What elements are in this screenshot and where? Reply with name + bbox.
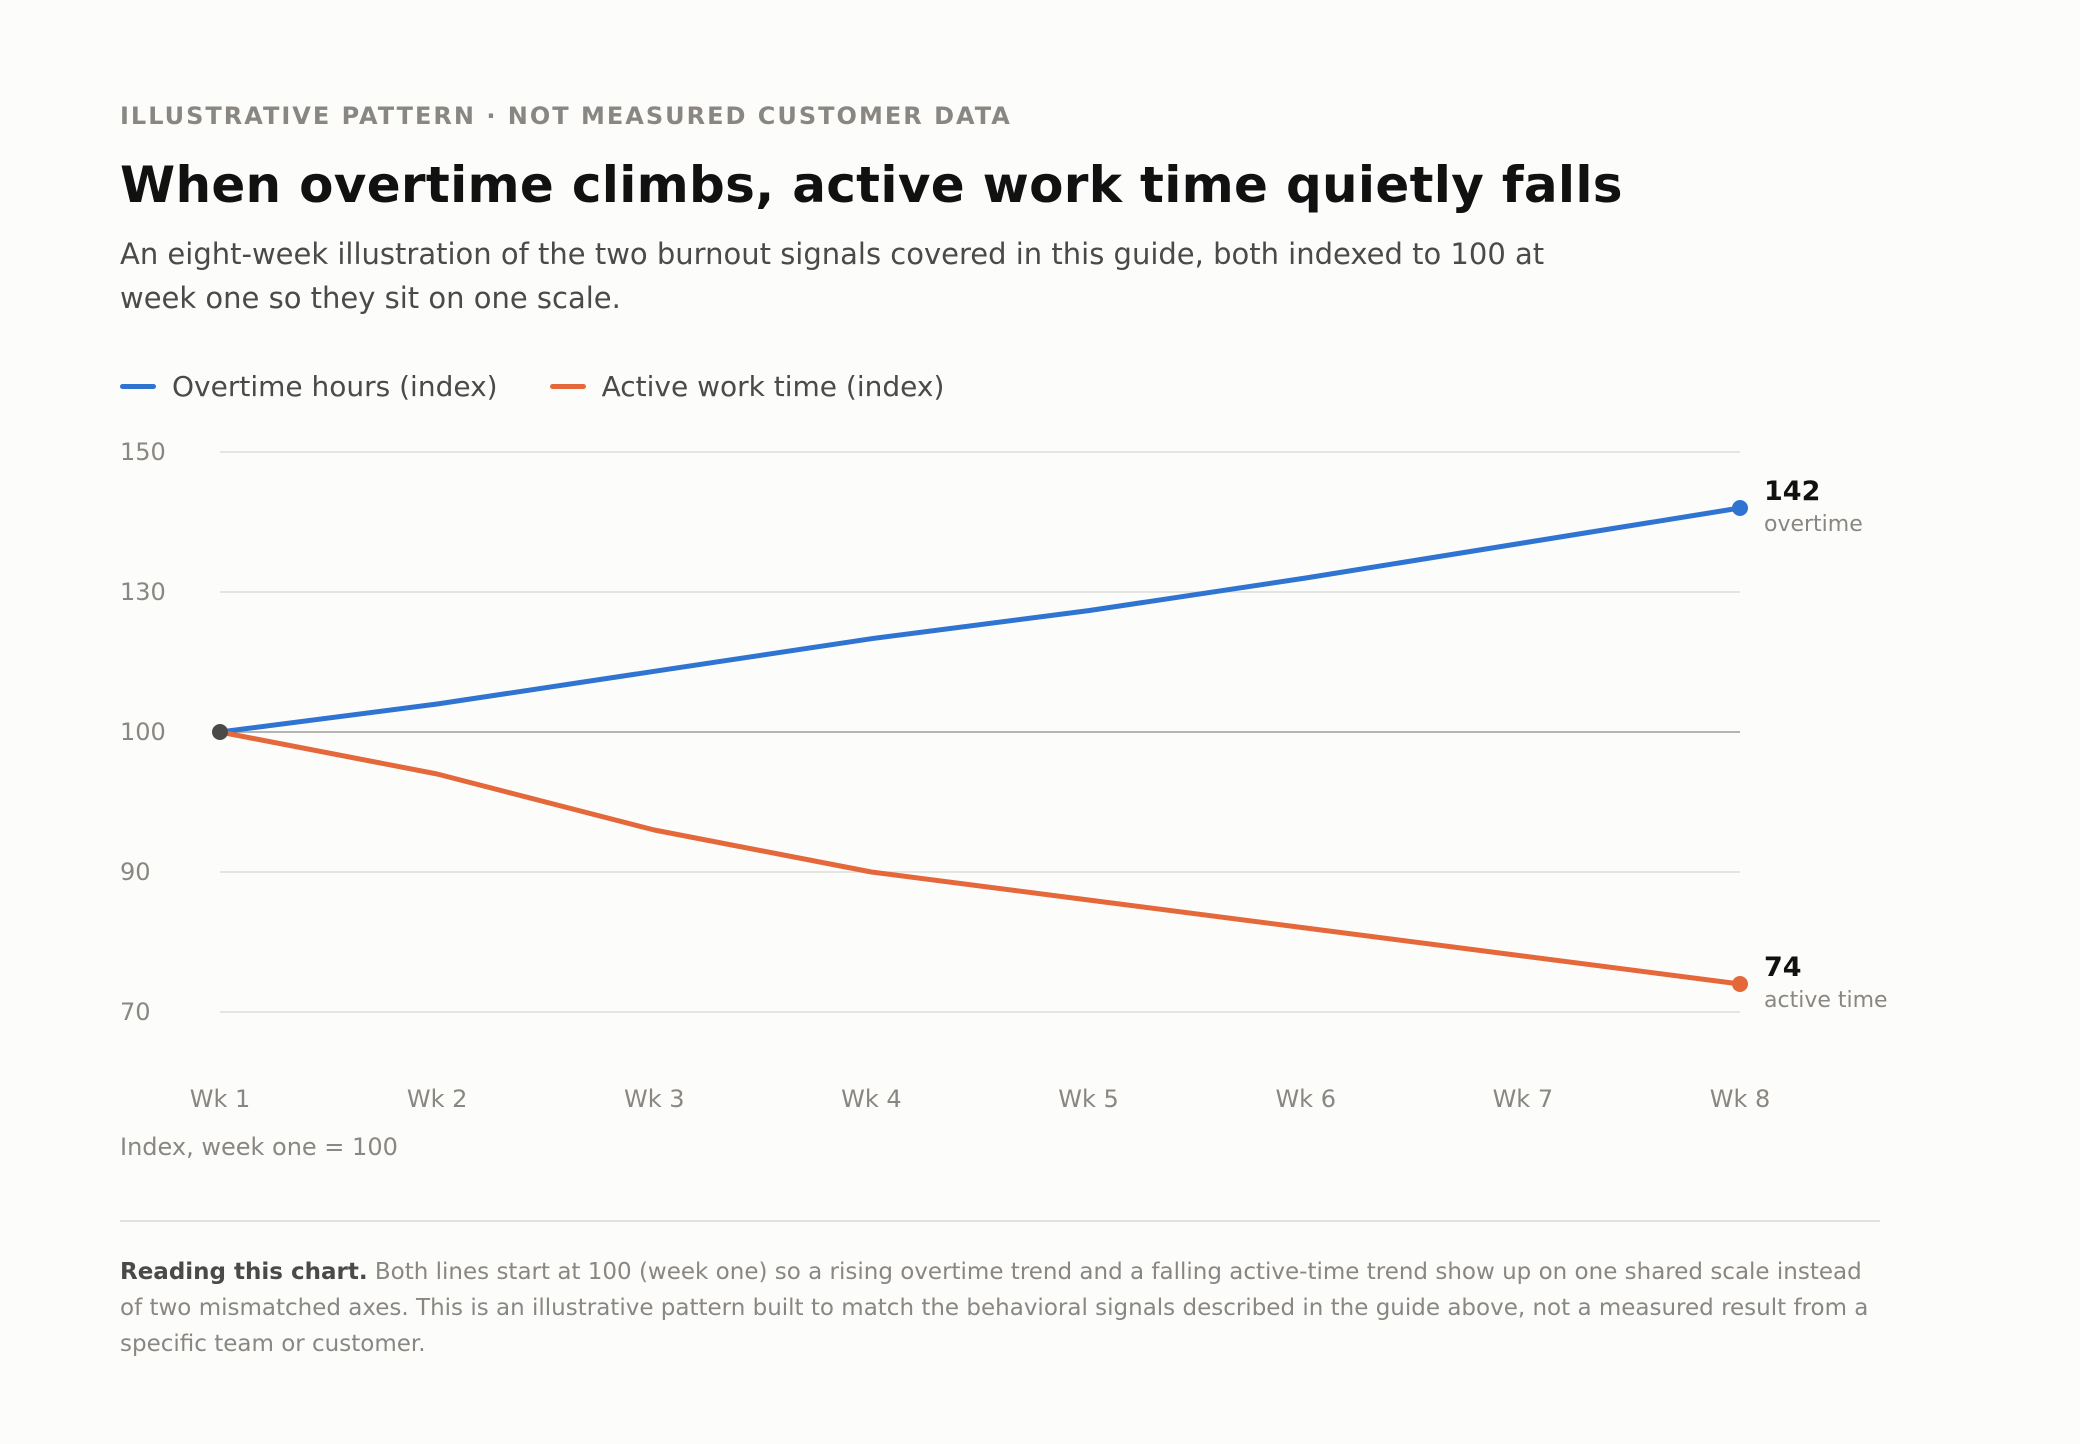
- end-point-active: [1732, 976, 1748, 992]
- end-value-label-overtime: 142: [1764, 476, 1820, 507]
- legend-label-overtime: Overtime hours (index): [172, 370, 498, 403]
- x-tick-label: Wk 2: [407, 1085, 468, 1113]
- x-tick-label: Wk 8: [1710, 1085, 1771, 1113]
- legend-label-active: Active work time (index): [601, 370, 945, 403]
- x-axis-label: Index, week one = 100: [120, 1133, 398, 1161]
- x-tick-label: Wk 3: [624, 1085, 685, 1113]
- end-point-overtime: [1732, 500, 1748, 516]
- legend-swatch-overtime: [120, 384, 156, 389]
- x-tick-label: Wk 4: [841, 1085, 902, 1113]
- chart-legend: Overtime hours (index) Active work time …: [120, 370, 996, 403]
- end-caption-overtime: overtime: [1764, 512, 1863, 537]
- footnote-divider: [120, 1220, 1880, 1222]
- end-value-label-active: 74: [1764, 952, 1802, 983]
- start-point: [212, 724, 228, 740]
- legend-swatch-active: [549, 384, 586, 389]
- chart-title: When overtime climbs, active work time q…: [120, 156, 1623, 214]
- end-caption-active: active time: [1764, 988, 1888, 1013]
- x-tick-label: Wk 1: [190, 1085, 251, 1113]
- y-tick-label: 70: [120, 998, 151, 1026]
- y-tick-label: 130: [120, 578, 166, 606]
- series-line-overtime: [217, 505, 1743, 735]
- chart-subtitle: An eight-week illustration of the two bu…: [120, 237, 1545, 315]
- legend-item-active: Active work time (index): [549, 370, 945, 403]
- footnote-text: Both lines start at 100 (week one) so a …: [120, 1259, 1869, 1357]
- footnote-lead: Reading this chart.: [120, 1259, 368, 1285]
- chart-footnote: Reading this chart. Both lines start at …: [120, 1254, 1880, 1362]
- series-line-active: [217, 729, 1743, 987]
- x-tick-label: Wk 5: [1058, 1085, 1119, 1113]
- y-tick-label: 150: [120, 438, 166, 466]
- eyebrow-label: ILLUSTRATIVE PATTERN · NOT MEASURED CUST…: [120, 102, 1012, 130]
- y-tick-label: 90: [120, 858, 151, 886]
- legend-item-overtime: Overtime hours (index): [120, 370, 498, 403]
- x-tick-label: Wk 7: [1493, 1085, 1554, 1113]
- x-tick-label: Wk 6: [1275, 1085, 1336, 1113]
- y-tick-label: 100: [120, 718, 166, 746]
